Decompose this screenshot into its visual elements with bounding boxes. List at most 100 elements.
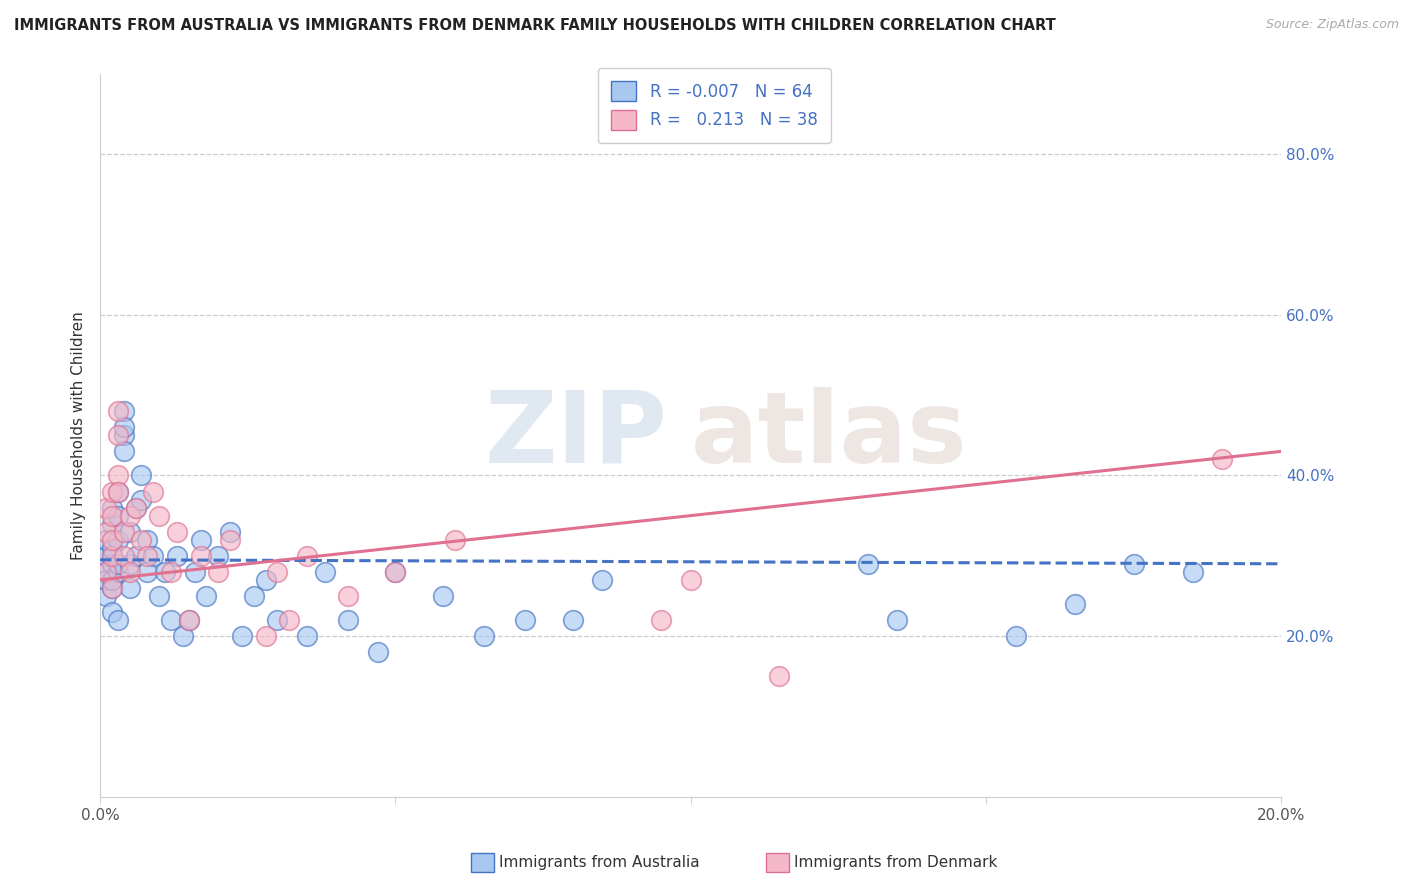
- Point: [190, 533, 212, 547]
- Point: [94, 565, 117, 579]
- Point: [112, 428, 135, 442]
- Point: [207, 565, 229, 579]
- Point: [94, 524, 117, 539]
- Point: [254, 573, 277, 587]
- Point: [124, 500, 146, 515]
- Point: [136, 565, 159, 579]
- Point: [94, 533, 117, 547]
- Point: [515, 613, 537, 627]
- Point: [112, 549, 135, 563]
- Text: ZIP: ZIP: [484, 387, 666, 483]
- Point: [561, 613, 583, 627]
- Point: [160, 565, 183, 579]
- Point: [124, 500, 146, 515]
- Point: [112, 420, 135, 434]
- Point: [443, 533, 465, 547]
- Point: [679, 573, 702, 587]
- Point: [591, 573, 613, 587]
- Point: [231, 629, 253, 643]
- Point: [107, 557, 129, 571]
- Point: [136, 549, 159, 563]
- Point: [266, 613, 288, 627]
- Point: [160, 613, 183, 627]
- Point: [107, 565, 129, 579]
- Point: [131, 468, 153, 483]
- Point: [172, 629, 194, 643]
- Point: [101, 557, 124, 571]
- Point: [1004, 629, 1026, 643]
- Point: [94, 573, 117, 587]
- Point: [107, 484, 129, 499]
- Point: [432, 589, 454, 603]
- Point: [107, 428, 129, 442]
- Point: [384, 565, 406, 579]
- Point: [118, 565, 141, 579]
- Point: [190, 549, 212, 563]
- Point: [295, 629, 318, 643]
- Text: Immigrants from Denmark: Immigrants from Denmark: [794, 855, 998, 870]
- Point: [94, 500, 117, 515]
- Point: [295, 549, 318, 563]
- Point: [101, 533, 124, 547]
- Point: [94, 549, 117, 563]
- Point: [94, 565, 117, 579]
- Point: [101, 500, 124, 515]
- Point: [101, 516, 124, 531]
- Point: [207, 549, 229, 563]
- Point: [136, 533, 159, 547]
- Point: [142, 484, 165, 499]
- Point: [124, 549, 146, 563]
- Point: [101, 581, 124, 595]
- Point: [118, 557, 141, 571]
- Point: [101, 508, 124, 523]
- Text: atlas: atlas: [690, 387, 967, 483]
- Point: [278, 613, 301, 627]
- Point: [166, 524, 188, 539]
- Point: [768, 669, 790, 683]
- Point: [101, 484, 124, 499]
- Point: [94, 589, 117, 603]
- Point: [314, 565, 336, 579]
- Point: [107, 468, 129, 483]
- Point: [112, 404, 135, 418]
- Point: [118, 508, 141, 523]
- Point: [1211, 452, 1233, 467]
- Point: [142, 549, 165, 563]
- Point: [101, 573, 124, 587]
- Point: [886, 613, 908, 627]
- Point: [131, 533, 153, 547]
- Point: [118, 581, 141, 595]
- Text: Source: ZipAtlas.com: Source: ZipAtlas.com: [1265, 18, 1399, 31]
- Point: [101, 549, 124, 563]
- Point: [195, 589, 218, 603]
- Point: [166, 549, 188, 563]
- Point: [118, 524, 141, 539]
- Point: [384, 565, 406, 579]
- Point: [107, 613, 129, 627]
- Point: [101, 549, 124, 563]
- Text: IMMIGRANTS FROM AUSTRALIA VS IMMIGRANTS FROM DENMARK FAMILY HOUSEHOLDS WITH CHIL: IMMIGRANTS FROM AUSTRALIA VS IMMIGRANTS …: [14, 18, 1056, 33]
- Point: [367, 645, 389, 659]
- Point: [337, 613, 360, 627]
- Legend: R = -0.007   N = 64, R =   0.213   N = 38: R = -0.007 N = 64, R = 0.213 N = 38: [598, 68, 831, 144]
- Point: [650, 613, 672, 627]
- Point: [1122, 557, 1144, 571]
- Y-axis label: Family Households with Children: Family Households with Children: [72, 311, 86, 559]
- Point: [107, 533, 129, 547]
- Point: [1063, 597, 1085, 611]
- Point: [153, 565, 176, 579]
- Point: [254, 629, 277, 643]
- Point: [856, 557, 879, 571]
- Point: [219, 524, 242, 539]
- Point: [107, 484, 129, 499]
- Point: [177, 613, 200, 627]
- Point: [242, 589, 264, 603]
- Text: Immigrants from Australia: Immigrants from Australia: [499, 855, 700, 870]
- Point: [112, 444, 135, 458]
- Point: [219, 533, 242, 547]
- Point: [183, 565, 205, 579]
- Point: [131, 492, 153, 507]
- Point: [148, 589, 170, 603]
- Point: [101, 581, 124, 595]
- Point: [112, 524, 135, 539]
